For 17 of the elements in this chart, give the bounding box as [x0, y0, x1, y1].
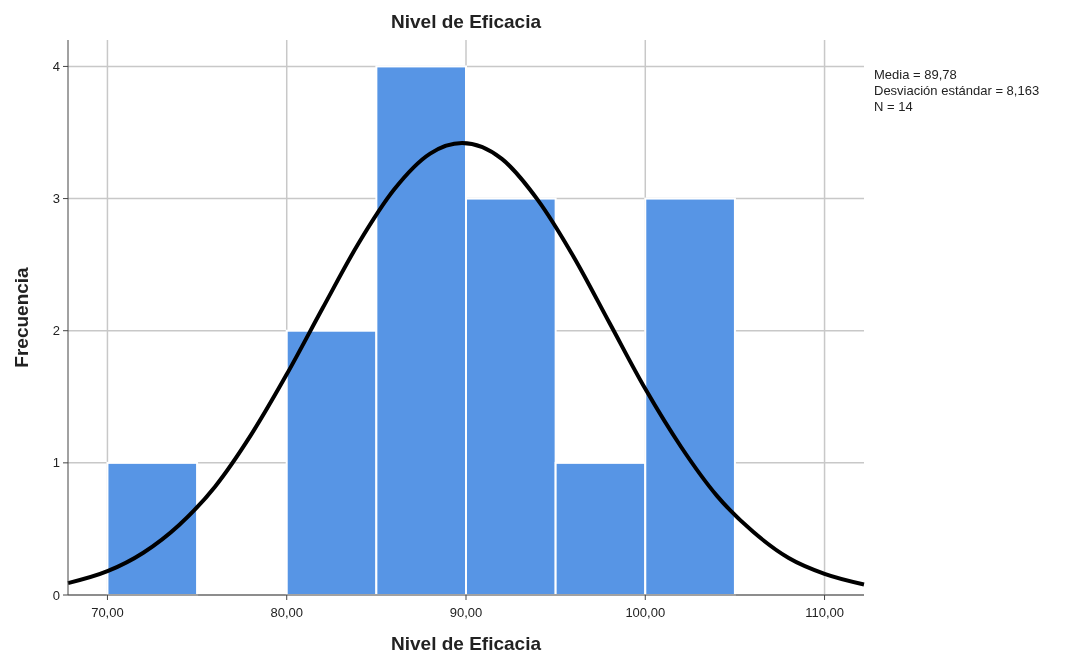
x-tick-label: 110,00: [805, 605, 844, 620]
x-tick-label: 90,00: [449, 605, 483, 620]
y-axis-title: Frecuencia: [11, 266, 32, 368]
y-tick-label: 1: [52, 455, 60, 471]
line-series: [66, 141, 866, 587]
text: Media = 89,78: [874, 67, 957, 82]
text: N = 14: [874, 99, 913, 114]
text: Desviación estándar = 8,163: [874, 83, 1040, 98]
x-tick-label: 80,00: [270, 605, 303, 620]
y-tick-label: 4: [52, 58, 60, 74]
x-tick-label: 70,00: [91, 605, 124, 620]
y-tick-label: 3: [52, 191, 60, 207]
y-tick-label: 2: [52, 323, 60, 339]
chart-title: Nivel de Eficacia: [391, 11, 542, 32]
x-axis-title: Nivel de Eficacia: [391, 633, 542, 654]
x-tick-label: 100,00: [625, 605, 666, 620]
y-tick-label: 0: [52, 587, 60, 603]
